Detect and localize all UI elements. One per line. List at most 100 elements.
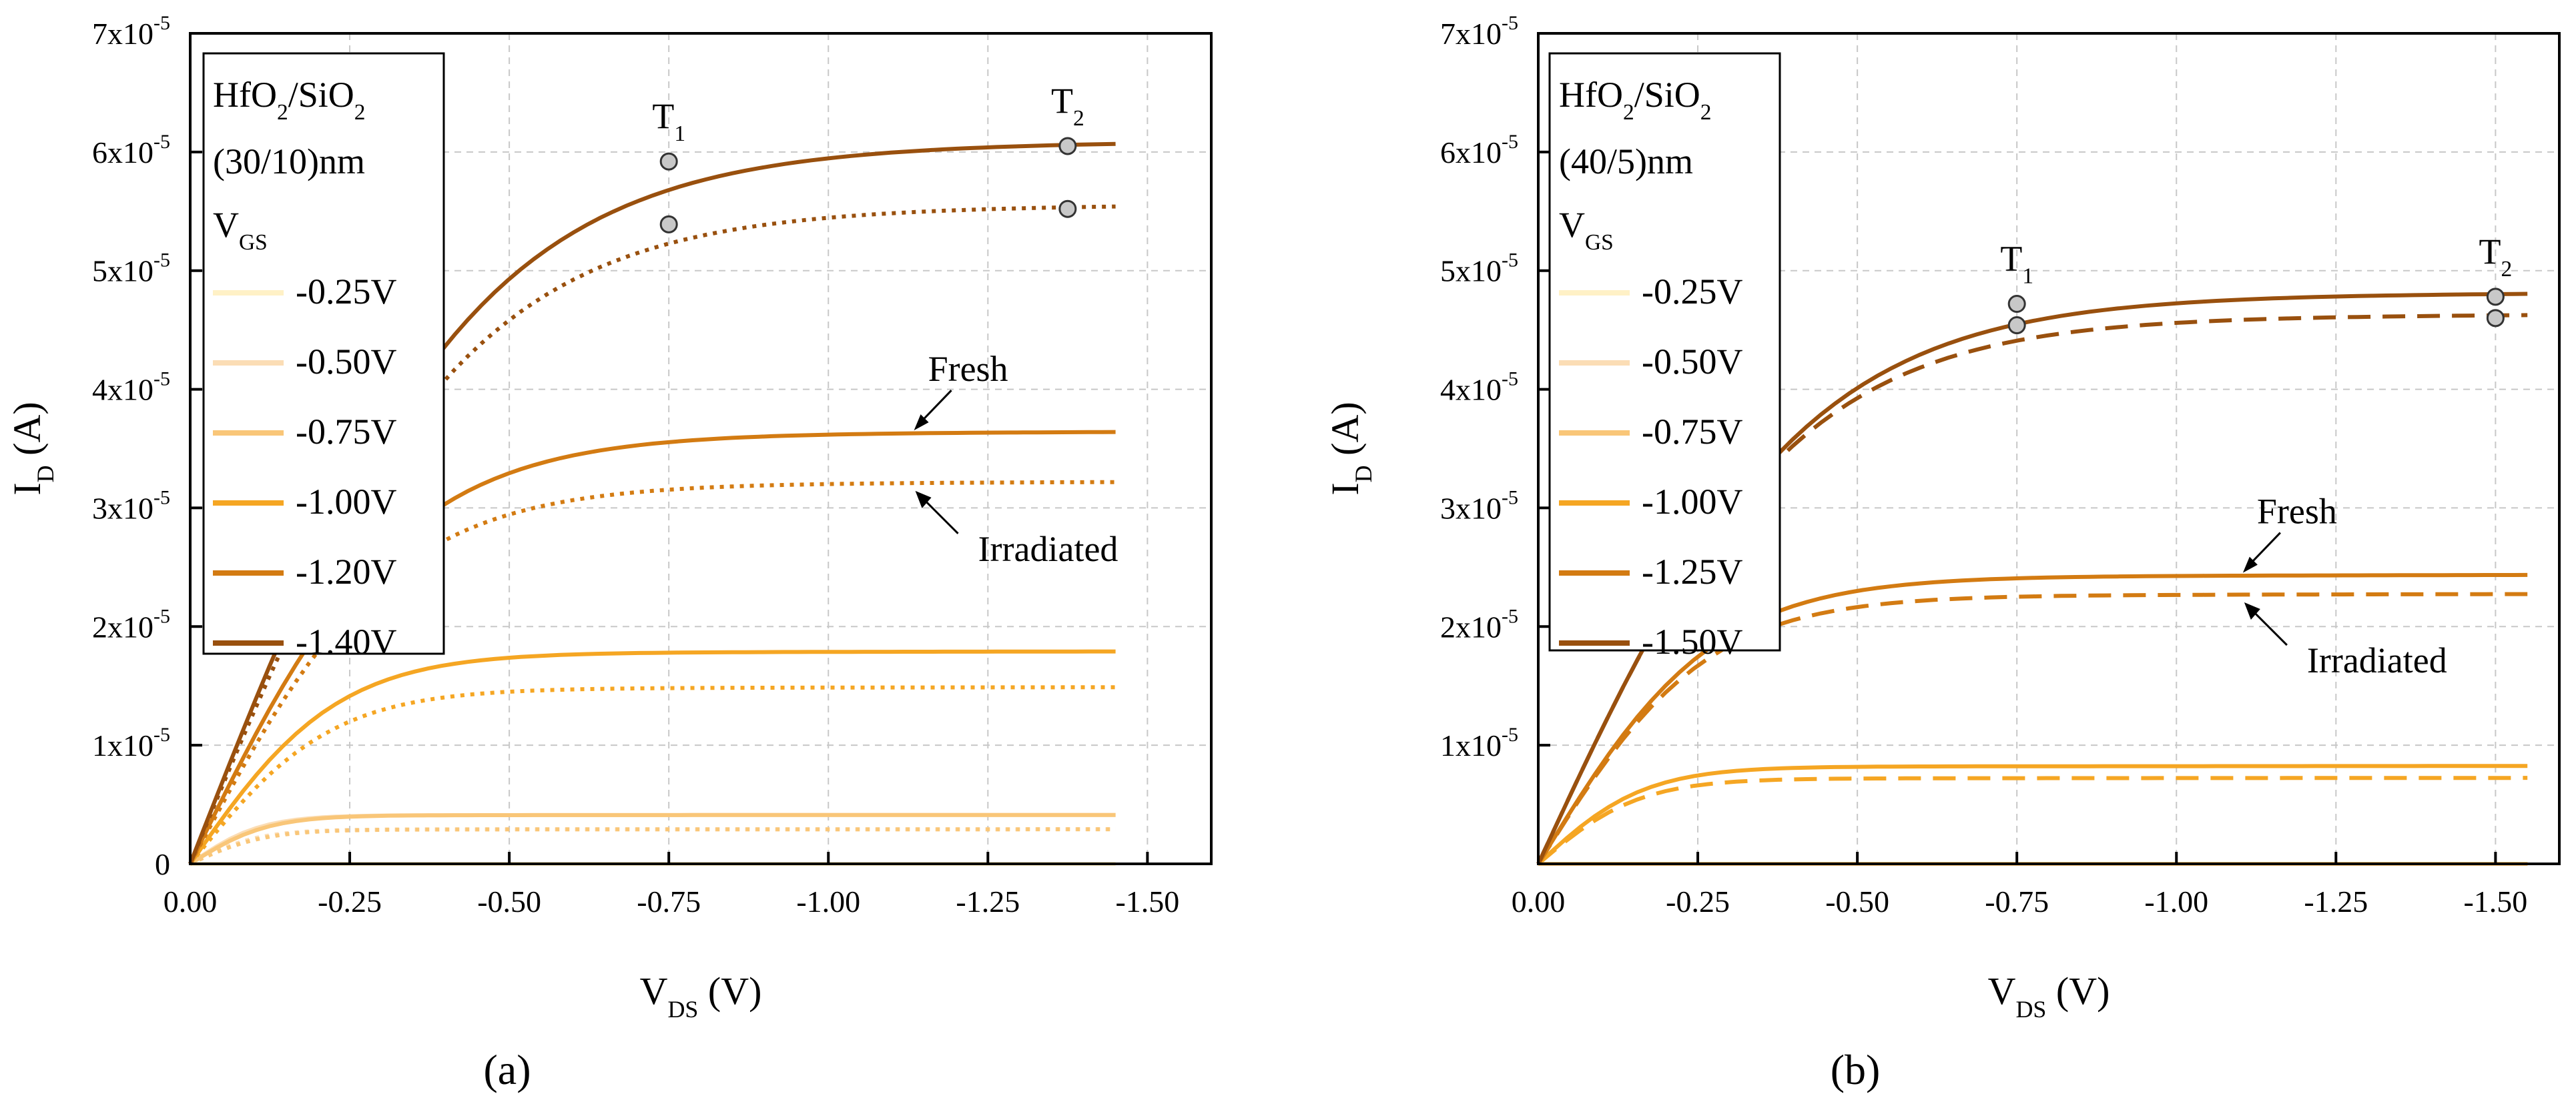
legend-label: -1.50V <box>1642 622 1742 662</box>
y-axis-title-main: I <box>1323 482 1367 495</box>
legend-title-vgs-sub: GS <box>1585 230 1614 255</box>
y-tick-label: 7x10-5 <box>1440 12 1518 51</box>
y-tick-mantissa: 3x10 <box>1440 491 1502 525</box>
y-tick-exponent: -5 <box>1502 724 1518 746</box>
arrow-irradiated-head <box>2244 602 2260 620</box>
legend-title-vgs-sub: GS <box>239 230 268 255</box>
curve-irradiated-125 <box>1536 592 2528 865</box>
annotation-irradiated: Irradiated <box>978 529 1118 569</box>
operating-point-marker <box>659 152 678 171</box>
y-tick-label: 6x10-5 <box>1440 131 1518 169</box>
y-axis: 01x10-52x10-53x10-54x10-55x10-56x10-57x1… <box>92 12 202 881</box>
curve-irradiated-075 <box>189 827 1116 866</box>
y-tick-exponent: -5 <box>153 249 170 271</box>
x-axis-title-main: V <box>640 969 668 1013</box>
x-axis-title: VDS (V) <box>1988 969 2110 1023</box>
y-tick-label: 7x10-5 <box>92 12 170 51</box>
x-axis: 0.00 -0.25 -0.50 -0.75 -1.00 -1.25 -1.50 <box>164 852 1179 919</box>
legend-label: -0.25V <box>1642 271 1742 312</box>
legend-title-part: HfO <box>213 75 277 115</box>
x-axis-title-main: V <box>1988 969 2016 1013</box>
curve-fresh-125 <box>1536 572 2528 865</box>
y-tick-label: 4x10-5 <box>92 368 170 407</box>
y-axis-title-unit: (A) <box>1323 402 1367 465</box>
y-tick-mantissa: 3x10 <box>92 491 153 525</box>
y-tick-mantissa: 1x10 <box>1440 728 1502 762</box>
y-tick-label: 5x10-5 <box>1440 249 1518 288</box>
legend-title-part: 2 <box>277 100 288 125</box>
legend-box <box>202 52 445 655</box>
y-tick-exponent: -5 <box>1502 131 1518 153</box>
legend-title-part: /SiO <box>1634 75 1700 115</box>
y-tick-label: 3x10-5 <box>92 486 170 525</box>
x-tick-label: -1.50 <box>2463 885 2527 919</box>
y-tick-label: 3x10-5 <box>1440 486 1518 525</box>
y-tick-mantissa: 0 <box>155 847 170 881</box>
marker-label-T1-sub: 1 <box>2022 263 2033 288</box>
legend-title-vgs: VGS <box>213 205 268 255</box>
operating-point-marker <box>2007 316 2026 335</box>
x-tick-label: -1.00 <box>2144 885 2208 919</box>
y-tick-label: 1x10-5 <box>1440 724 1518 762</box>
y-tick-mantissa: 1x10 <box>92 728 153 762</box>
y-tick-mantissa: 4x10 <box>1440 373 1502 407</box>
markers: T1 T2 <box>2000 231 2513 335</box>
marker-label-T1: T1 <box>652 96 685 146</box>
arrow-irradiated-head <box>915 490 932 508</box>
y-tick-exponent: -5 <box>1502 368 1518 390</box>
legend-label: -0.50V <box>296 342 396 382</box>
y-tick-label: 1x10-5 <box>92 724 170 762</box>
y-axis: 1x10-52x10-53x10-54x10-55x10-56x10-57x10… <box>1440 12 1550 762</box>
marker-label-T1: T1 <box>2000 239 2033 289</box>
y-tick-mantissa: 6x10 <box>1440 135 1502 169</box>
legend-title-vgs-main: V <box>1559 205 1585 245</box>
legend-title-vgs-main: V <box>213 205 239 245</box>
y-tick-exponent: -5 <box>1502 12 1518 34</box>
y-tick-label: 4x10-5 <box>1440 368 1518 407</box>
curve-irradiated-050 <box>189 827 1116 866</box>
legend-title-vgs: VGS <box>1559 205 1614 255</box>
y-tick-mantissa: 2x10 <box>92 610 153 644</box>
legend-title-part: 2 <box>1700 100 1712 125</box>
x-axis-title: VDS (V) <box>640 969 762 1023</box>
operating-point-marker <box>1058 199 1077 218</box>
curve-irradiated-100 <box>1537 776 2528 866</box>
y-tick-exponent: -5 <box>1502 486 1518 508</box>
annotation-fresh: Fresh <box>928 349 1008 389</box>
y-tick-mantissa: 5x10 <box>1440 254 1502 288</box>
x-tick-label: -1.50 <box>1115 885 1179 919</box>
operating-point-marker <box>2486 288 2505 306</box>
y-tick-exponent: -5 <box>153 368 170 390</box>
y-axis-title: ID (A) <box>1323 402 1377 495</box>
x-tick-label: -0.50 <box>1825 885 1889 919</box>
x-tick-label: -0.25 <box>1666 885 1730 919</box>
y-tick-exponent: -5 <box>153 12 170 34</box>
legend-label: -0.75V <box>296 412 396 452</box>
legend-title-part: /SiO <box>288 75 354 115</box>
x-axis: 0.00 -0.25 -0.50 -0.75 -1.00 -1.25 -1.50 <box>1512 852 2527 919</box>
x-tick-label: 0.00 <box>164 885 218 919</box>
panel-label: (a) <box>483 1046 531 1093</box>
marker-label-T2: T2 <box>1051 81 1084 131</box>
chart-panel-b: 0.00 -0.25 -0.50 -0.75 -1.00 -1.25 -1.501x10-5… <box>1323 12 2561 1093</box>
legend: HfO2/SiO2(30/10)nmVGS-0.25V-0.50V-0.75V-… <box>202 52 445 662</box>
x-tick-label: -1.25 <box>956 885 1020 919</box>
markers: T1 T2 <box>652 81 1084 233</box>
curve-fresh-100 <box>1536 764 2528 866</box>
x-tick-label: -0.75 <box>1985 885 2049 919</box>
marker-label-T2: T2 <box>2479 231 2513 282</box>
y-tick-label: 6x10-5 <box>92 131 170 169</box>
operating-point-marker <box>659 215 678 233</box>
y-tick-mantissa: 2x10 <box>1440 610 1502 644</box>
y-axis-title-group: ID (A) <box>1323 402 1377 495</box>
legend-label: -0.25V <box>296 271 396 312</box>
legend-label: -1.40V <box>296 622 396 662</box>
legend: HfO2/SiO2(40/5)nmVGS-0.25V-0.50V-0.75V-1… <box>1548 52 1781 662</box>
y-tick-mantissa: 6x10 <box>92 135 153 169</box>
y-tick-mantissa: 4x10 <box>92 373 153 407</box>
legend-label: -1.00V <box>1642 482 1742 522</box>
y-tick-label: 0 <box>155 847 170 881</box>
legend-box <box>1548 52 1781 652</box>
y-tick-mantissa: 7x10 <box>92 17 153 51</box>
x-tick-label: -0.75 <box>637 885 701 919</box>
